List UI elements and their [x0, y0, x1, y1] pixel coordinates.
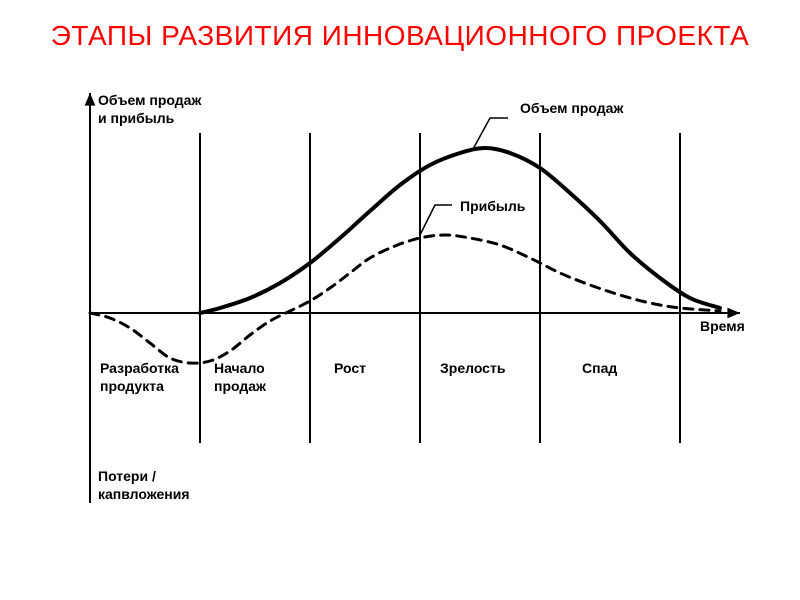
- stage-label-0-l2: продукта: [100, 378, 164, 394]
- stage-label-0-l1: Разработка: [100, 360, 179, 376]
- chart-bg: [20, 63, 780, 523]
- x-axis-label: Время: [700, 318, 745, 334]
- stage-label-1-l1: Начало: [214, 360, 265, 376]
- y-axis-label-2: и прибыль: [98, 110, 175, 126]
- stage-label-4-l1: Спад: [582, 360, 617, 376]
- bottom-label-2: капвложения: [98, 486, 190, 502]
- sales-callout-label: Объем продаж: [520, 100, 624, 116]
- stage-label-1-l2: продаж: [214, 378, 267, 394]
- page-title: ЭТАПЫ РАЗВИТИЯ ИННОВАЦИОННОГО ПРОЕКТА: [40, 18, 760, 53]
- bottom-label-1: Потери /: [98, 468, 156, 484]
- stage-label-3-l1: Зрелость: [440, 360, 506, 376]
- y-axis-label-1: Объем продаж: [98, 92, 202, 108]
- profit-callout-label: Прибыль: [460, 198, 526, 214]
- lifecycle-chart: Объем продаж Прибыль Объем продаж и прибыль…: [20, 63, 780, 523]
- stage-label-2-l1: Рост: [334, 360, 366, 376]
- chart-svg: Объем продаж Прибыль Объем продаж и прибыль…: [20, 63, 780, 523]
